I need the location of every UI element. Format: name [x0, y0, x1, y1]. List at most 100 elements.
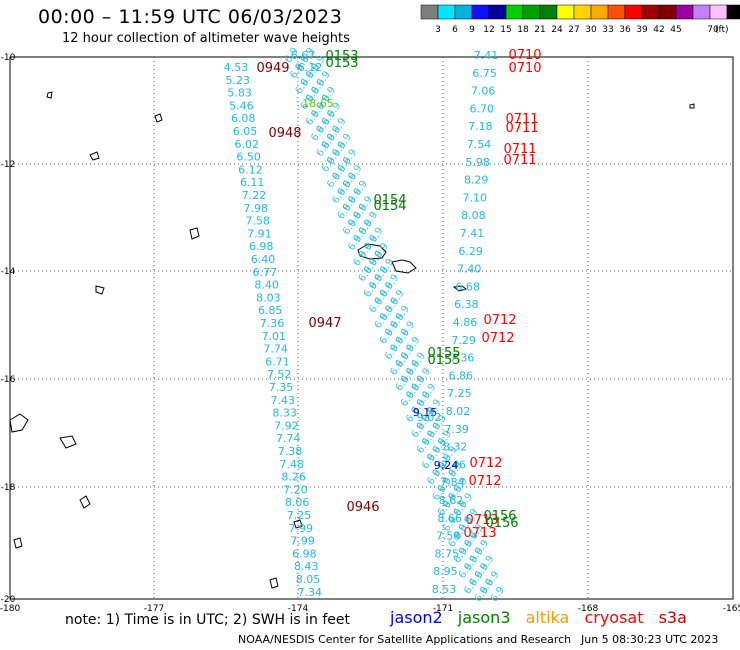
left-track-value: 6.12 [238, 163, 263, 176]
colorbar-tick-label: 27 [568, 25, 579, 35]
left-track-value: 5.23 [226, 74, 251, 87]
right-track-value: 8.66 [437, 512, 462, 525]
left-track-value: 6.40 [251, 253, 276, 266]
diagonal-track-time: 0154 [373, 193, 406, 208]
right-track-value: 7.06 [471, 85, 496, 98]
left-track-value: 7.99 [290, 535, 315, 548]
diagonal-track-time: 0155 [427, 346, 460, 361]
right-track-value: 7.36 [450, 352, 475, 365]
left-track-value: 6.85 [258, 304, 283, 317]
lon-tick-label: -174 [288, 604, 309, 614]
chart-subtitle: 12 hour collection of altimeter wave hei… [62, 31, 350, 46]
legend-jason2: jason2 [390, 608, 443, 627]
diagonal-track-value: 6.12 [298, 61, 323, 74]
colorbar-tick-label: 21 [534, 25, 545, 35]
right-track-value: 6.75 [472, 67, 497, 80]
right-track-value: 4.86 [453, 316, 478, 329]
island-k [293, 519, 303, 529]
left-track-value: 8.05 [296, 573, 321, 586]
colorbar-tick-label: 30 [585, 25, 597, 35]
island-l [269, 577, 279, 589]
left-track-value: 8.43 [294, 560, 319, 573]
legend-cryosat: cryosat [584, 608, 644, 627]
right-track-value: 8.02 [446, 405, 471, 418]
right-track-value: 7.10 [463, 191, 488, 204]
left-track-value: 7.35 [269, 381, 294, 394]
left-track-value: 6.50 [236, 151, 261, 164]
colorbar-tick-label: 3 [435, 25, 441, 35]
right-track-time: 0712 [483, 313, 516, 328]
island-b [154, 113, 163, 123]
right-track-time: 0710 [508, 48, 541, 63]
lat-tick-label: -16 [1, 375, 16, 385]
left-track-value: 7.74 [263, 343, 288, 356]
diagonal-track-value: 9.24 [434, 459, 459, 472]
island-a [46, 91, 53, 99]
satellite-legend: jason2 jason3 altika cryosat s3a [390, 608, 697, 627]
left-track-value: 6.02 [235, 138, 260, 151]
colorbar-tick-label: 70 [707, 25, 719, 35]
credit-line: NOAA/NESDIS Center for Satellite Applica… [238, 633, 572, 646]
left-track-value: 6.77 [253, 266, 278, 279]
lon-tick-label: -180 [0, 604, 20, 614]
right-track-value: 6.29 [458, 245, 483, 258]
right-track-time: 0711 [505, 121, 538, 136]
right-track-time: 0712 [469, 456, 502, 471]
generated-timestamp: Jun 5 08:30:23 UTC 2023 [581, 633, 719, 646]
right-track-time: 0712 [481, 331, 514, 346]
colorbar-tick-label: 24 [551, 25, 563, 35]
right-track-value: 7.41 [460, 227, 485, 240]
right-track-value: 8.29 [464, 174, 489, 187]
right-track-value: 7.54 [467, 138, 492, 151]
legend-jason3: jason3 [457, 608, 511, 627]
right-track-time: 0710 [508, 61, 541, 76]
left-track-value: 8.06 [285, 496, 310, 509]
lon-tick-label: -171 [433, 604, 453, 614]
lon-tick-label: -168 [578, 604, 599, 614]
colorbar-tick-label: 36 [619, 25, 631, 35]
right-track-time: 0713 [465, 513, 498, 528]
satellite-tracks: 4.535.235.835.466.086.056.026.506.126.11… [224, 46, 542, 604]
lat-tick-label: -18 [1, 483, 16, 493]
left-track-value: 7.91 [247, 227, 272, 240]
left-track-value: 7.01 [262, 330, 287, 343]
chart-title: 00:00 – 11:59 UTC 06/03/2023 [38, 6, 343, 28]
right-track-value: 8.95 [433, 565, 458, 578]
diagonal-track-time: 0155 [427, 353, 460, 368]
left-track-value: 7.38 [278, 445, 303, 458]
left-track-time: 0949 [256, 61, 289, 76]
legend-s3a: s3a [658, 608, 687, 627]
diagonal-track-time: 0156 [485, 516, 518, 531]
colorbar-tick-label: 12 [483, 25, 494, 35]
left-track-value: 7.52 [267, 368, 292, 381]
left-track-value: 7.92 [274, 419, 299, 432]
right-track-value: 6.86 [449, 369, 474, 382]
right-track-value: 7.39 [444, 423, 469, 436]
map-frame [9, 56, 734, 600]
left-track-value: 4.53 [224, 61, 249, 74]
left-track-value: 6.98 [292, 547, 317, 560]
left-track-value: 7.36 [260, 317, 285, 330]
footer-note: note: 1) Time is in UTC; 2) SWH is in fe… [65, 612, 351, 628]
left-track-value: 6.98 [249, 240, 274, 253]
left-track-value: 6.11 [240, 176, 265, 189]
left-track-value: 7.48 [280, 458, 305, 471]
colorbar-tick-label: 39 [636, 25, 648, 35]
wave-height-colorbar: 3 6 9 12 15 18 21 24 27 30 33 36 39 42 45 70(ft) [420, 4, 740, 35]
right-track-time: 0711 [503, 153, 536, 168]
left-track-value: 7.34 [298, 586, 323, 599]
diagonal-track-time: 0156 [483, 509, 516, 524]
colorbar-tick-label: 42 [653, 25, 664, 35]
right-track-value: 7.58 [436, 530, 461, 543]
island-d [189, 227, 200, 240]
left-track-value: 7.25 [287, 509, 312, 522]
left-track-value: 8.26 [281, 471, 306, 484]
left-track-value: 7.74 [276, 432, 301, 445]
colorbar-tick-label: 15 [500, 25, 511, 35]
right-track-value: 7.25 [447, 387, 472, 400]
diagonal-track-value: 9.15 [413, 406, 438, 419]
island-c [89, 151, 100, 161]
colorbar-tick-label: 33 [602, 25, 613, 35]
left-track-value: 8.40 [254, 279, 279, 292]
